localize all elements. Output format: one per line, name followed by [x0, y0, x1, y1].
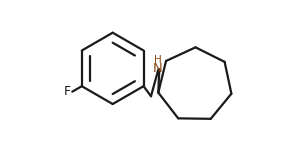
Text: F: F [64, 85, 71, 98]
Text: N: N [153, 62, 162, 75]
Text: H: H [154, 55, 161, 65]
